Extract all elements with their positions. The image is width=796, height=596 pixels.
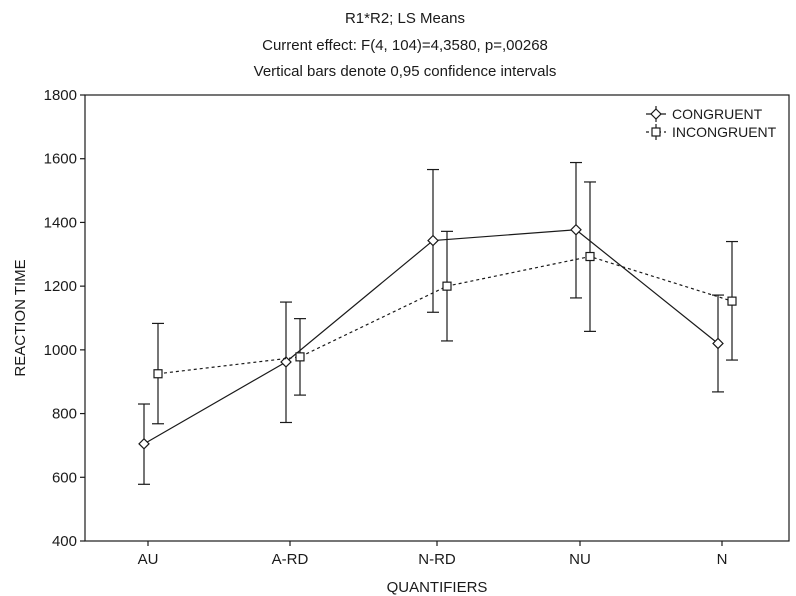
- y-tick-label: 1200: [44, 278, 77, 295]
- data-point: [712, 337, 724, 350]
- x-tick-label: AU: [138, 551, 159, 568]
- legend: CONGRUENT INCONGRUENT: [646, 106, 777, 140]
- y-axis-label: REACTION TIME: [12, 259, 29, 376]
- data-point: [138, 437, 150, 450]
- data-point: [280, 356, 292, 368]
- x-axis-label: QUANTIFIERS: [387, 579, 488, 596]
- series-layer: [138, 161, 738, 485]
- series-incongruent: [152, 181, 738, 425]
- series-congruent: [138, 161, 724, 485]
- chart-title-line-1: R1*R2; LS Means: [345, 10, 465, 27]
- y-tick-label: 1800: [44, 87, 77, 104]
- legend-label-incongruent: INCONGRUENT: [672, 124, 777, 140]
- data-point: [295, 352, 305, 362]
- x-tick-label: NU: [569, 551, 591, 568]
- data-point: [442, 281, 452, 291]
- data-point: [727, 296, 737, 306]
- y-tick-label: 400: [52, 533, 77, 550]
- chart-title-line-2: Current effect: F(4, 104)=4,3580, p=,002…: [262, 37, 548, 54]
- y-axis: 400 600 800 1000 1200 1400 1600 1800: [44, 87, 85, 550]
- legend-marker-incongruent: [651, 127, 661, 137]
- legend-item-incongruent: INCONGRUENT: [646, 124, 777, 140]
- y-tick-label: 600: [52, 469, 77, 486]
- chart-title-line-3: Vertical bars denote 0,95 confidence int…: [254, 63, 557, 80]
- y-tick-label: 1600: [44, 151, 77, 168]
- x-tick-label: A-RD: [272, 551, 309, 568]
- y-tick-label: 1000: [44, 342, 77, 359]
- legend-marker-congruent: [650, 108, 662, 120]
- x-axis: AU A-RD N-RD NU N: [138, 541, 728, 568]
- legend-item-congruent: CONGRUENT: [646, 106, 763, 122]
- x-tick-label: N-RD: [418, 551, 456, 568]
- data-point: [153, 369, 163, 379]
- legend-label-congruent: CONGRUENT: [672, 106, 763, 122]
- data-point: [570, 223, 582, 236]
- data-point: [427, 234, 439, 247]
- data-point: [585, 251, 595, 262]
- y-tick-label: 800: [52, 406, 77, 423]
- y-tick-label: 1400: [44, 214, 77, 231]
- x-tick-label: N: [717, 551, 728, 568]
